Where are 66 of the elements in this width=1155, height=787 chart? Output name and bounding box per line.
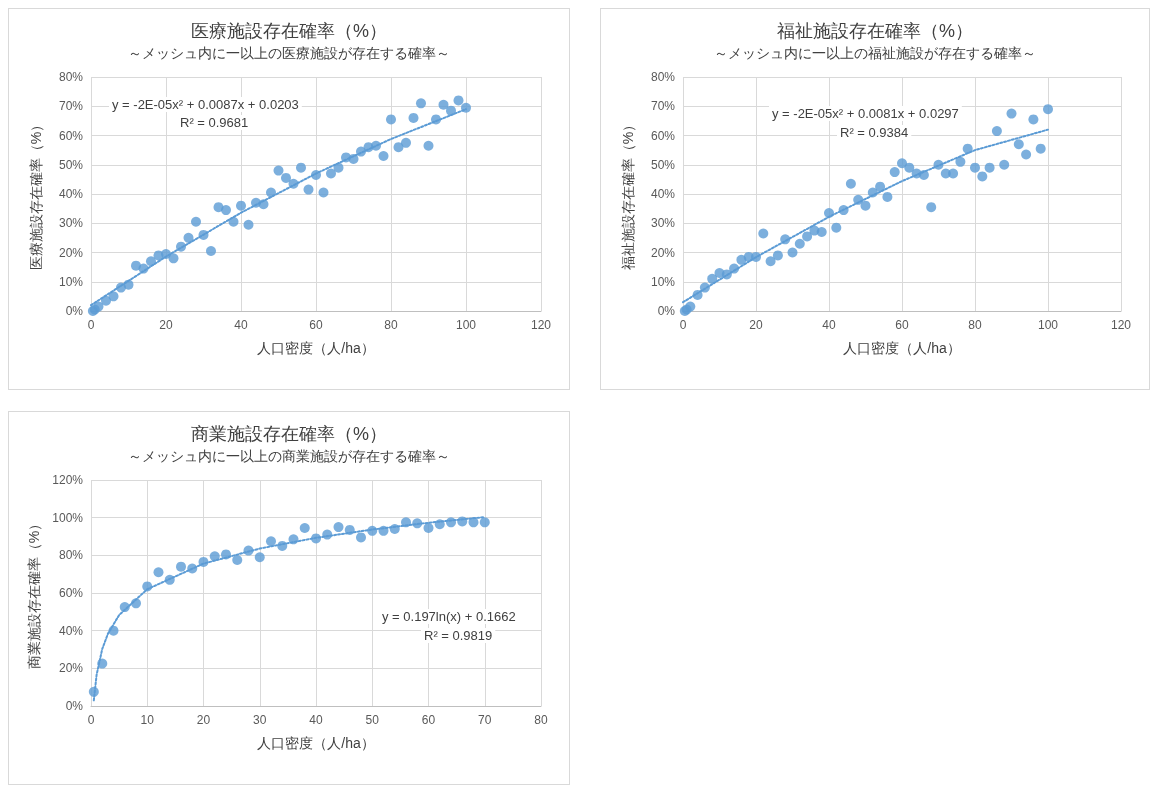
y-tick-label: 30% bbox=[58, 216, 84, 231]
y-axis-title: 商業施設存在確率（%） bbox=[26, 516, 43, 670]
y-tick-label: 20% bbox=[58, 245, 84, 260]
y-tick-label: 0% bbox=[65, 304, 84, 318]
x-tick-label: 60 bbox=[421, 713, 436, 727]
x-tick-label: 50 bbox=[365, 713, 380, 727]
y-tick-label: 0% bbox=[657, 304, 676, 318]
x-tick-label: 30 bbox=[253, 713, 267, 727]
y-tick-label: 10% bbox=[650, 274, 676, 289]
chart-title: 商業施設存在確率（%） bbox=[190, 424, 388, 444]
y-tick-label: 20% bbox=[650, 245, 676, 260]
x-tick-label: 70 bbox=[478, 713, 492, 727]
x-tick-label: 0 bbox=[87, 318, 95, 332]
annotation: R² = 0.9819 bbox=[424, 628, 493, 643]
chart-subtitle: ～メッシュ内に一以上の福祉施設が存在する確率～ bbox=[714, 45, 1036, 61]
x-tick-label: 0 bbox=[87, 713, 95, 727]
x-tick-label: 40 bbox=[234, 318, 248, 332]
x-tick-label: 0 bbox=[679, 318, 687, 332]
y-tick-label: 50% bbox=[58, 157, 84, 172]
annotation: y = 0.197ln(x) + 0.1662 bbox=[382, 609, 516, 624]
x-tick-label: 80 bbox=[384, 318, 398, 332]
y-tick-label: 100% bbox=[52, 510, 84, 525]
y-tick-label: 40% bbox=[58, 187, 84, 201]
chart-title: 医療施設存在確率（%） bbox=[190, 21, 388, 41]
annotation: y = -2E-05x² + 0.0087x + 0.0203 bbox=[112, 97, 299, 112]
x-tick-label: 120 bbox=[530, 318, 552, 332]
y-tick-label: 70% bbox=[650, 99, 676, 114]
y-tick-label: 10% bbox=[58, 274, 84, 289]
y-tick-label: 40% bbox=[58, 623, 84, 638]
x-axis-title: 人口密度（人/ha） bbox=[257, 735, 375, 751]
y-tick-label: 60% bbox=[650, 128, 676, 143]
y-tick-label: 80% bbox=[58, 70, 84, 84]
x-axis-title: 人口密度（人/ha） bbox=[843, 340, 961, 356]
y-tick-label: 120% bbox=[52, 473, 84, 487]
annotation: y = -2E-05x² + 0.0081x + 0.0297 bbox=[772, 106, 959, 121]
y-tick-label: 60% bbox=[58, 586, 84, 600]
y-tick-label: 80% bbox=[58, 548, 84, 563]
x-tick-label: 100 bbox=[455, 318, 477, 332]
y-tick-label: 70% bbox=[58, 99, 84, 114]
y-tick-label: 0% bbox=[65, 699, 84, 713]
y-tick-label: 50% bbox=[650, 157, 676, 172]
y-axis-title: 医療施設存在確率（%） bbox=[28, 117, 44, 271]
x-tick-label: 20 bbox=[159, 318, 173, 332]
x-tick-label: 20 bbox=[196, 713, 211, 727]
x-tick-label: 40 bbox=[822, 318, 836, 332]
annotation: R² = 0.9384 bbox=[840, 125, 909, 140]
x-tick-label: 80 bbox=[534, 713, 548, 727]
x-axis-title: 人口密度（人/ha） bbox=[257, 340, 375, 356]
y-tick-label: 80% bbox=[650, 70, 676, 84]
chart-subtitle: ～メッシュ内に一以上の商業施設が存在する確率～ bbox=[128, 448, 450, 464]
x-tick-label: 80 bbox=[968, 318, 982, 332]
y-tick-label: 40% bbox=[650, 187, 676, 201]
chart-title: 福祉施設存在確率（%） bbox=[776, 21, 974, 41]
chart-subtitle: ～メッシュ内に一以上の医療施設が存在する確率～ bbox=[128, 45, 450, 61]
x-tick-label: 100 bbox=[1037, 318, 1059, 332]
x-tick-label: 120 bbox=[1110, 318, 1132, 332]
annotation: R² = 0.9681 bbox=[180, 115, 249, 130]
y-tick-label: 20% bbox=[58, 661, 84, 676]
y-axis-title: 福祉施設存在確率（%） bbox=[620, 117, 636, 271]
x-tick-label: 20 bbox=[749, 318, 763, 332]
x-tick-label: 40 bbox=[309, 713, 323, 727]
y-tick-label: 30% bbox=[650, 216, 676, 231]
y-tick-label: 60% bbox=[58, 128, 84, 143]
x-tick-label: 10 bbox=[140, 713, 155, 727]
x-tick-label: 60 bbox=[895, 318, 909, 332]
x-tick-label: 60 bbox=[309, 318, 323, 332]
